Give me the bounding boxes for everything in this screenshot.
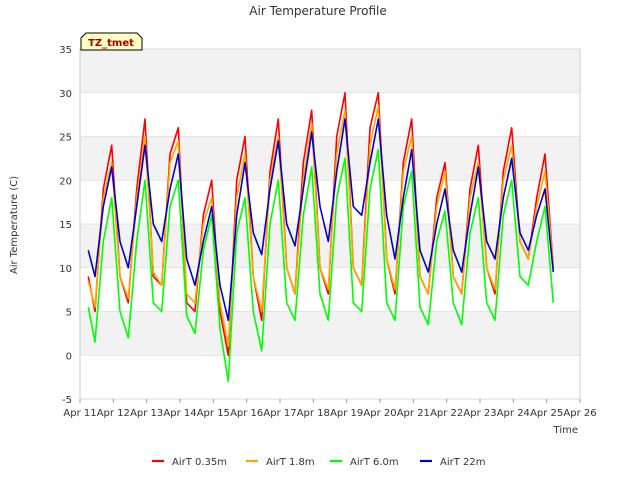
plot-band xyxy=(80,311,580,356)
x-tick-label: Apr 24 xyxy=(497,408,530,419)
y-tick-label: 20 xyxy=(59,176,72,187)
y-axis-ticks: -5 0 5 10 15 20 25 30 35 xyxy=(59,45,72,406)
x-tick-label: Apr 13 xyxy=(130,408,163,419)
series-line-4 xyxy=(87,118,555,322)
x-tick-label: Apr 12 xyxy=(97,408,130,419)
x-tick-label: Apr 19 xyxy=(330,408,363,419)
x-tick-label: Apr 17 xyxy=(263,408,296,419)
legend-label: AirT 22m xyxy=(440,457,485,468)
y-tick-label: -5 xyxy=(62,395,72,406)
tz-tmet-tag: TZ_tmet xyxy=(80,32,143,51)
x-tick-label: Apr 22 xyxy=(430,408,463,419)
y-axis-title: Air Temperature (C) xyxy=(9,176,20,274)
legend: AirT 0.35m AirT 1.8m AirT 6.0m AirT 22m xyxy=(152,457,485,468)
y-tick-label: 30 xyxy=(59,89,72,100)
y-tick-label: 35 xyxy=(59,45,72,56)
plot-band xyxy=(80,49,580,93)
tag-box xyxy=(80,32,143,51)
x-tick-label: Apr 11 xyxy=(63,408,96,419)
y-tick-label: 0 xyxy=(66,351,72,362)
x-tick-label: Apr 18 xyxy=(297,408,330,419)
x-axis-ticks: Apr 11 Apr 12 Apr 13 Apr 14 Apr 15 Apr 16 Apr … xyxy=(63,399,597,419)
y-tick-label: 25 xyxy=(59,133,72,144)
legend-label: AirT 1.8m xyxy=(266,457,315,468)
x-tick-label: Apr 26 xyxy=(563,408,596,419)
legend-label: AirT 6.0m xyxy=(350,457,399,468)
x-tick-label: Apr 23 xyxy=(463,408,496,419)
plot-band xyxy=(80,136,580,181)
series-line-2 xyxy=(87,105,555,348)
legend-label: AirT 0.35m xyxy=(172,457,227,468)
x-tick-label: Apr 20 xyxy=(363,408,396,419)
series-lines xyxy=(87,92,555,383)
x-tick-label: Apr 15 xyxy=(197,408,230,419)
y-tick-label: 5 xyxy=(66,308,72,319)
plot-band xyxy=(80,355,580,399)
y-tick-label: 10 xyxy=(59,264,72,275)
y-tick-label: 15 xyxy=(59,220,72,231)
x-tick-label: Apr 16 xyxy=(230,408,263,419)
chart-title: Air Temperature Profile xyxy=(249,4,386,18)
plot-band xyxy=(80,180,580,224)
x-tick-label: Apr 14 xyxy=(163,408,196,419)
x-tick-label: Apr 21 xyxy=(397,408,430,419)
x-tick-label: Apr 25 xyxy=(530,408,563,419)
x-axis-title: Time xyxy=(553,425,578,436)
plot-band xyxy=(80,92,580,137)
tag-label: TZ_tmet xyxy=(88,38,134,49)
series-line-3 xyxy=(87,148,555,383)
